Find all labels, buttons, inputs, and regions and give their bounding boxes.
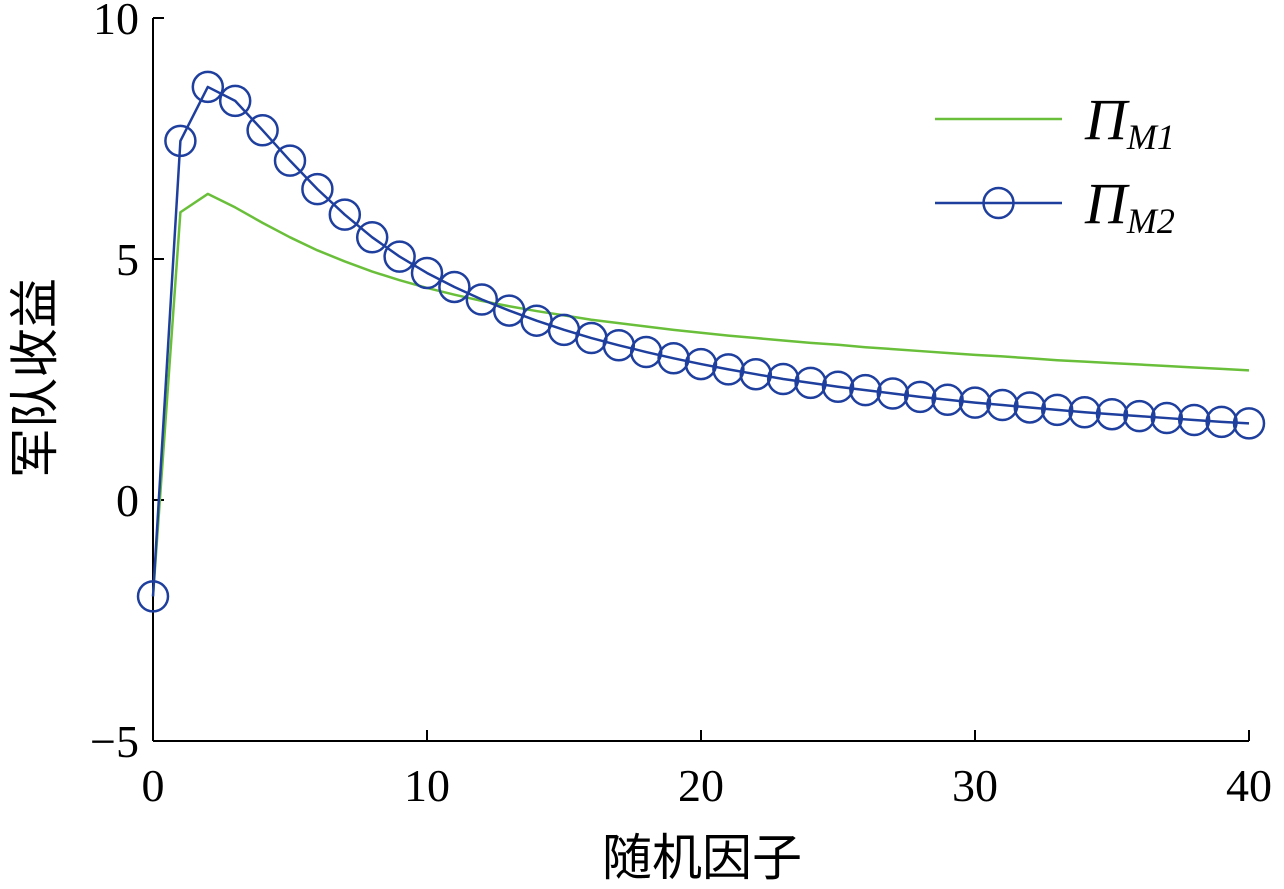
data-point (1150, 401, 1184, 435)
data-point (1205, 405, 1238, 439)
legend-label-main: Π (1084, 171, 1130, 236)
y-axis-title: 军队收益 (6, 278, 64, 478)
x-tick-label: 0 (142, 760, 165, 811)
series-line (151, 85, 1250, 597)
x-tick-label: 20 (678, 760, 724, 811)
data-point (465, 283, 499, 316)
data-point (849, 373, 882, 407)
x-tick-label: 30 (952, 760, 998, 811)
data-point (301, 172, 334, 206)
y-tick-label: 10 (93, 0, 139, 44)
data-point (986, 388, 1019, 422)
data-point (1068, 396, 1101, 429)
data-point (1095, 397, 1129, 431)
data-point (931, 383, 964, 416)
series-layer (136, 70, 1266, 613)
data-point (438, 270, 471, 304)
legend-label-main: Π (1084, 87, 1130, 152)
data-point (1232, 407, 1266, 440)
legend-label-subscript: M1 (1126, 117, 1175, 157)
legend-label-subscript: M2 (1126, 201, 1175, 241)
y-tick-label: −5 (90, 716, 139, 767)
data-point (684, 347, 718, 381)
data-point (383, 240, 416, 273)
data-point (410, 256, 444, 290)
data-point (191, 70, 225, 104)
legend-marker (982, 186, 1015, 220)
data-point (136, 580, 170, 613)
y-tick-label: 0 (116, 475, 139, 526)
data-point (1013, 391, 1047, 424)
data-point (821, 370, 855, 403)
series-line (151, 192, 1250, 597)
data-point (958, 386, 992, 419)
data-point (1177, 403, 1211, 437)
data-point (712, 353, 745, 386)
legend-label: ΠM2 (1084, 171, 1175, 241)
data-point (903, 380, 937, 414)
data-point (328, 198, 362, 231)
data-point (876, 377, 910, 410)
y-tick-label: 5 (116, 234, 139, 285)
legend-entry-2: ΠM2 (935, 171, 1175, 241)
data-point (739, 357, 773, 391)
data-point (355, 221, 389, 254)
x-axis-title: 随机因子 (602, 829, 802, 887)
data-point (657, 342, 690, 375)
data-point (1123, 399, 1156, 433)
x-tick-label: 40 (1226, 760, 1272, 811)
data-point (246, 114, 279, 147)
x-tick-label: 10 (404, 760, 450, 811)
data-point (794, 366, 827, 400)
series-1 (151, 192, 1250, 597)
data-point (766, 362, 800, 396)
series-2 (136, 70, 1266, 613)
data-point (1040, 393, 1074, 427)
legend-label: ΠM1 (1084, 87, 1175, 157)
data-point (218, 84, 252, 118)
data-point (273, 144, 307, 177)
legend-entry-1: ΠM1 (935, 87, 1175, 157)
data-point (164, 124, 197, 158)
